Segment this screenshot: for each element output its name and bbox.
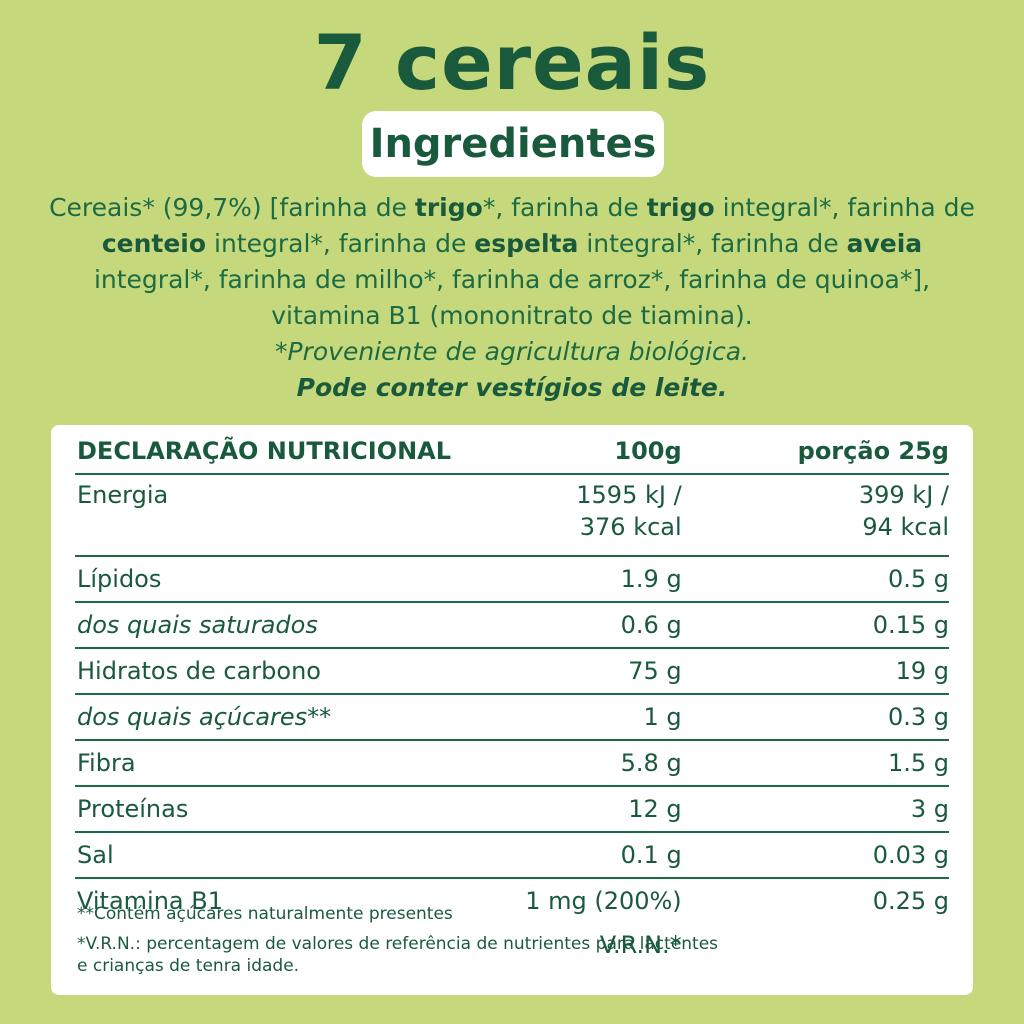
row-label: Energia [75, 474, 497, 557]
table-row: Lípidos 1.9 g 0.5 g [75, 556, 949, 603]
footnote-sugars: **Contém açúcares naturalmente presentes [77, 904, 453, 924]
row-label: dos quais açúcares** [75, 694, 497, 741]
ingredient-bold: espelta [474, 229, 579, 258]
ingredients-badge: Ingredientes [362, 111, 664, 177]
row-portion: 0.15 g [681, 602, 949, 649]
row-portion: 0.03 g [681, 832, 949, 879]
energy-portion: 399 kJ / 94 kcal [681, 474, 949, 557]
header-portion: porção 25g [681, 433, 949, 475]
table-row-energy: Energia 1595 kJ / 376 kcal 399 kJ / 94 k… [75, 474, 949, 557]
row-per100: 5.8 g [496, 740, 682, 787]
row-portion: 0.5 g [681, 556, 949, 603]
footnote-vrn-line: e crianças de tenra idade. [77, 956, 300, 976]
table-row: Vitamina B1 1 mg (200%) V.R.N.* 0.25 g [75, 878, 949, 967]
footnote-vrn-line: *V.R.N.: percentagem de valores de refer… [77, 934, 719, 954]
row-portion: 0.3 g [681, 694, 949, 741]
energy-portion-kj: 399 kJ / [858, 481, 949, 509]
row-per100: 75 g [496, 648, 682, 695]
header-label: DECLARAÇÃO NUTRICIONAL [75, 433, 497, 475]
row-per100: 1 g [496, 694, 682, 741]
ingredients-text: Cereais* (99,7%) [farinha de trigo*, far… [40, 190, 984, 406]
nutrition-table: DECLARAÇÃO NUTRICIONAL 100g porção 25g E… [75, 433, 949, 967]
row-per100: 0.6 g [496, 602, 682, 649]
ingredients-part: integral*, farinha de [206, 229, 475, 258]
energy-portion-kcal: 94 kcal [862, 513, 949, 541]
ingredients-part: *, farinha de [482, 193, 647, 222]
allergen-note: Pode conter vestígios de leite. [296, 373, 728, 402]
table-row: dos quais açúcares** 1 g 0.3 g [75, 694, 949, 741]
table-row: Hidratos de carbono 75 g 19 g [75, 648, 949, 695]
row-portion: 1.5 g [681, 740, 949, 787]
row-label: Fibra [75, 740, 497, 787]
table-header: DECLARAÇÃO NUTRICIONAL 100g porção 25g [75, 433, 949, 475]
row-label: dos quais saturados [75, 602, 497, 649]
product-title: 7 cereais [313, 18, 711, 107]
ingredients-label: Ingredientes [369, 121, 657, 167]
ingredient-bold: trigo [646, 193, 715, 222]
ingredients-part: integral*, farinha de milho*, farinha de… [93, 265, 931, 330]
row-label: Proteínas [75, 786, 497, 833]
energy-per100-kcal: 376 kcal [579, 513, 682, 541]
row-per100: 12 g [496, 786, 682, 833]
ingredients-part: integral*, farinha de [578, 229, 847, 258]
header-per100: 100g [496, 433, 682, 475]
row-label: Hidratos de carbono [75, 648, 497, 695]
row-label: Sal [75, 832, 497, 879]
ingredient-bold: aveia [846, 229, 923, 258]
organic-note: *Proveniente de agricultura biológica. [275, 337, 749, 366]
nutrition-card: DECLARAÇÃO NUTRICIONAL 100g porção 25g E… [51, 425, 973, 995]
energy-per100-kj: 1595 kJ / [576, 481, 682, 509]
ingredient-bold: centeio [101, 229, 207, 258]
row-per100: 1.9 g [496, 556, 682, 603]
table-row: Proteínas 12 g 3 g [75, 786, 949, 833]
table-row: Sal 0.1 g 0.03 g [75, 832, 949, 879]
row-portion: 19 g [681, 648, 949, 695]
energy-per100: 1595 kJ / 376 kcal [496, 474, 682, 557]
row-per100: 0.1 g [496, 832, 682, 879]
ingredient-bold: trigo [414, 193, 483, 222]
row-portion: 3 g [681, 786, 949, 833]
row-portion: 0.25 g [872, 887, 949, 915]
ingredients-part: integral*, farinha de [714, 193, 975, 222]
ingredients-part: Cereais* (99,7%) [farinha de [49, 193, 415, 222]
row-per100: 1 mg (200%) V.R.N.* [525, 887, 682, 959]
row-label: Lípidos [75, 556, 497, 603]
table-row: dos quais saturados 0.6 g 0.15 g [75, 602, 949, 649]
table-row: Fibra 5.8 g 1.5 g [75, 740, 949, 787]
row-label: Vitamina B1 [77, 887, 224, 915]
footnote-vrn: *V.R.N.: percentagem de valores de refer… [77, 933, 937, 977]
